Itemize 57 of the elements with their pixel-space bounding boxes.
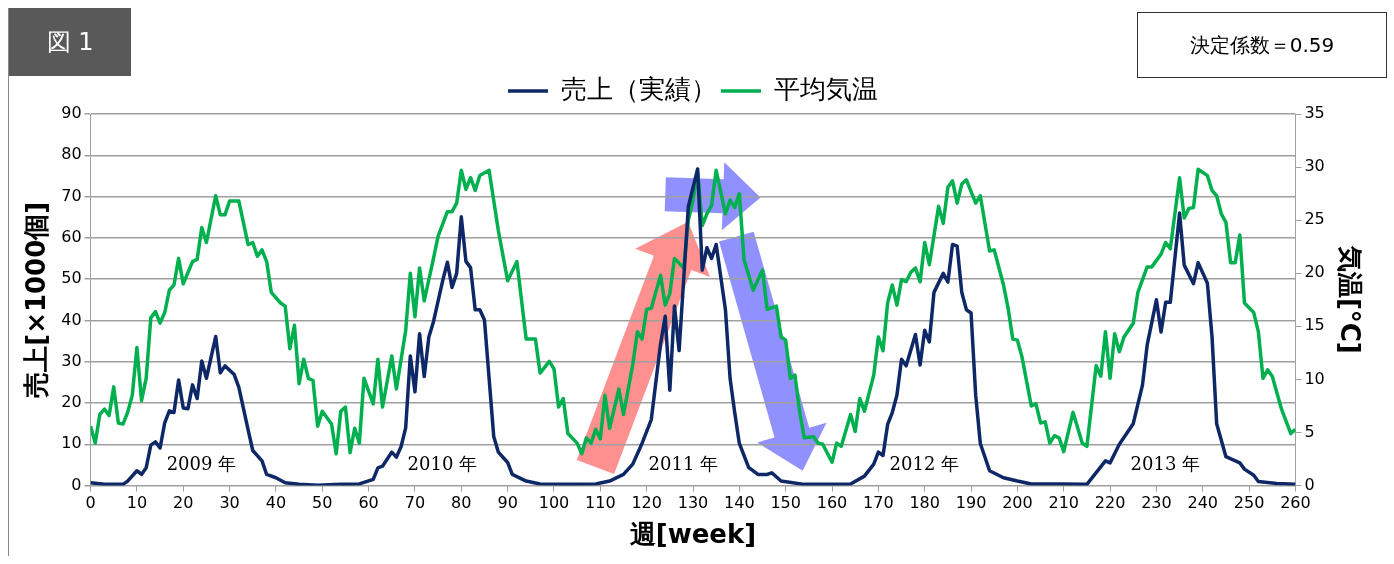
text: 決定係数＝0.59 (1137, 12, 1387, 78)
annotation: 2011 年 (648, 452, 719, 474)
annotation: 2012 年 (889, 452, 960, 474)
x-tick-label: 240 (1187, 493, 1219, 513)
x-tick-label: 130 (677, 493, 709, 513)
y2-axis-title: 気温[°C] (1334, 244, 1365, 354)
y2-tick-label: 5 (1304, 421, 1315, 441)
x-tick-label: 70 (404, 493, 426, 513)
y-tick-label: 90 (61, 103, 82, 123)
x-tick-label: 20 (173, 493, 194, 513)
annotation: 2010 年 (407, 452, 478, 474)
y2-tick-label: 20 (1304, 262, 1325, 282)
annotation: 2013 年 (1130, 452, 1201, 474)
legend-label: 売上（実績） (561, 73, 717, 104)
y2-tick-label: 25 (1304, 209, 1325, 229)
y2-tick-label: 15 (1304, 315, 1325, 335)
x-tick-label: 220 (1094, 493, 1126, 513)
x-tick-label: 10 (126, 493, 148, 513)
annotation: 2009 年 (166, 452, 237, 474)
y-tick-label: 30 (61, 350, 82, 370)
y2-tick-label: 0 (1304, 474, 1315, 494)
x-tick-label: 250 (1233, 493, 1265, 513)
y-tick-label: 70 (61, 185, 82, 205)
x-tick-label: 160 (816, 493, 848, 513)
y-tick-label: 60 (61, 227, 82, 247)
y-tick-label: 20 (61, 392, 82, 412)
x-tick-label: 200 (1002, 493, 1033, 513)
y2-tick-label: 30 (1304, 156, 1325, 176)
x-tick-label: 180 (909, 493, 940, 513)
x-tick-label: 260 (1280, 493, 1311, 513)
x-tick-label: 120 (631, 493, 662, 513)
y-tick-label: 10 (61, 433, 82, 453)
y-tick-label: 0 (71, 474, 82, 494)
y2-tick-label: 35 (1304, 103, 1325, 123)
x-tick-label: 170 (863, 493, 894, 513)
x-tick-label: 0 (85, 493, 96, 513)
x-axis-title: 週[week] (629, 519, 757, 550)
x-tick-label: 190 (955, 493, 987, 513)
y-axis-title: 売上[×1000個] (21, 201, 52, 398)
x-tick-label: 60 (358, 493, 379, 513)
legend-label: 平均気温 (774, 73, 878, 104)
x-tick-label: 30 (219, 493, 240, 513)
x-tick-label: 230 (1141, 493, 1172, 513)
x-tick-label: 210 (1048, 493, 1080, 513)
x-tick-label: 110 (585, 493, 616, 513)
x-tick-label: 150 (770, 493, 801, 513)
y-tick-label: 50 (61, 268, 82, 288)
chart-title: 図 1 (9, 8, 131, 76)
x-tick-label: 140 (724, 493, 755, 513)
y-tick-label: 40 (61, 309, 82, 329)
x-tick-label: 100 (538, 493, 570, 513)
y-tick-label: 80 (61, 144, 82, 164)
x-tick-label: 50 (312, 493, 333, 513)
y2-tick-label: 10 (1304, 368, 1325, 388)
x-tick-label: 90 (497, 493, 518, 513)
x-tick-label: 40 (265, 493, 287, 513)
x-tick-label: 80 (451, 493, 472, 513)
